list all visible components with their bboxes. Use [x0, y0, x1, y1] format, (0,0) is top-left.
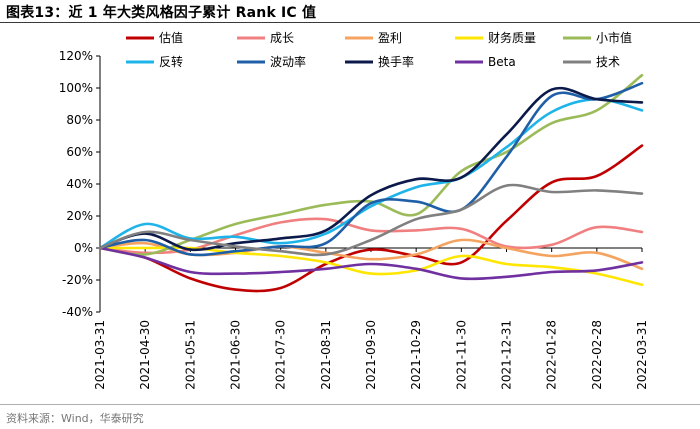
- legend-label: 换手率: [378, 54, 414, 69]
- series-line-9: [98, 183, 644, 257]
- legend-label: 波动率: [270, 54, 306, 69]
- x-tick-label: 2021-06-30: [229, 320, 243, 390]
- y-tick-label: 60%: [66, 145, 93, 159]
- x-tick-label: 2021-10-29: [409, 320, 423, 390]
- legend-label: 财务质量: [488, 30, 536, 45]
- y-tick-label: 120%: [59, 49, 93, 63]
- x-tick-label: 2021-04-30: [138, 320, 152, 390]
- series-line-7: [98, 86, 644, 252]
- x-tick-label: 2022-03-31: [635, 320, 649, 390]
- series-line-0: [98, 144, 644, 293]
- line-chart: -40% -20% 0% 20% 40% 60% 80% 100% 120% 2021-03-3…: [59, 30, 649, 390]
- x-tick-label: 2021-09-30: [364, 320, 378, 390]
- legend-label: 技术: [596, 55, 620, 69]
- legend-label: 成长: [270, 31, 294, 45]
- y-tick-label: 80%: [66, 113, 93, 127]
- x-tick-label: 2021-05-31: [183, 320, 197, 390]
- series-line-5: [98, 97, 644, 250]
- legend-label: 盈利: [378, 31, 402, 45]
- y-tick-label: 100%: [59, 81, 93, 95]
- x-tick-label: 2022-01-28: [545, 320, 559, 390]
- legend-label: 估值: [159, 30, 183, 45]
- series-line-6: [98, 81, 644, 257]
- series-lines: [98, 73, 644, 293]
- x-tick-label: 2021-11-30: [454, 320, 468, 390]
- x-tick-label: 2021-03-31: [93, 320, 107, 390]
- y-tick-label: 20%: [66, 209, 93, 223]
- legend-label: Beta: [488, 55, 516, 69]
- source-note: 资料来源：Wind，华泰研究: [6, 412, 144, 425]
- footer-divider: [0, 404, 700, 405]
- legend-label: 小市值: [596, 30, 632, 45]
- y-tick-label: 0%: [74, 241, 93, 255]
- y-tick-label: -40%: [62, 305, 93, 319]
- series-line-3: [98, 246, 644, 287]
- series-line-8: [98, 246, 644, 281]
- x-tick-label: 2021-08-31: [319, 320, 333, 390]
- chart-title: 图表13：近 1 年大类风格因子累计 Rank IC 值: [6, 5, 317, 21]
- y-tick-labels: -40% -20% 0% 20% 40% 60% 80% 100% 120%: [59, 49, 93, 319]
- series-line-4: [98, 73, 644, 256]
- x-tick-label: 2021-07-30: [274, 320, 288, 390]
- x-tick-label: 2022-02-28: [590, 320, 604, 390]
- legend-label: 反转: [159, 54, 183, 69]
- y-tick-label: 40%: [66, 177, 93, 191]
- title-divider: [0, 22, 700, 23]
- x-tick-labels: 2021-03-31 2021-04-30 2021-05-31 2021-06-30…: [93, 320, 649, 390]
- y-tick-label: -20%: [62, 273, 93, 287]
- x-tick-label: 2021-12-31: [500, 320, 514, 390]
